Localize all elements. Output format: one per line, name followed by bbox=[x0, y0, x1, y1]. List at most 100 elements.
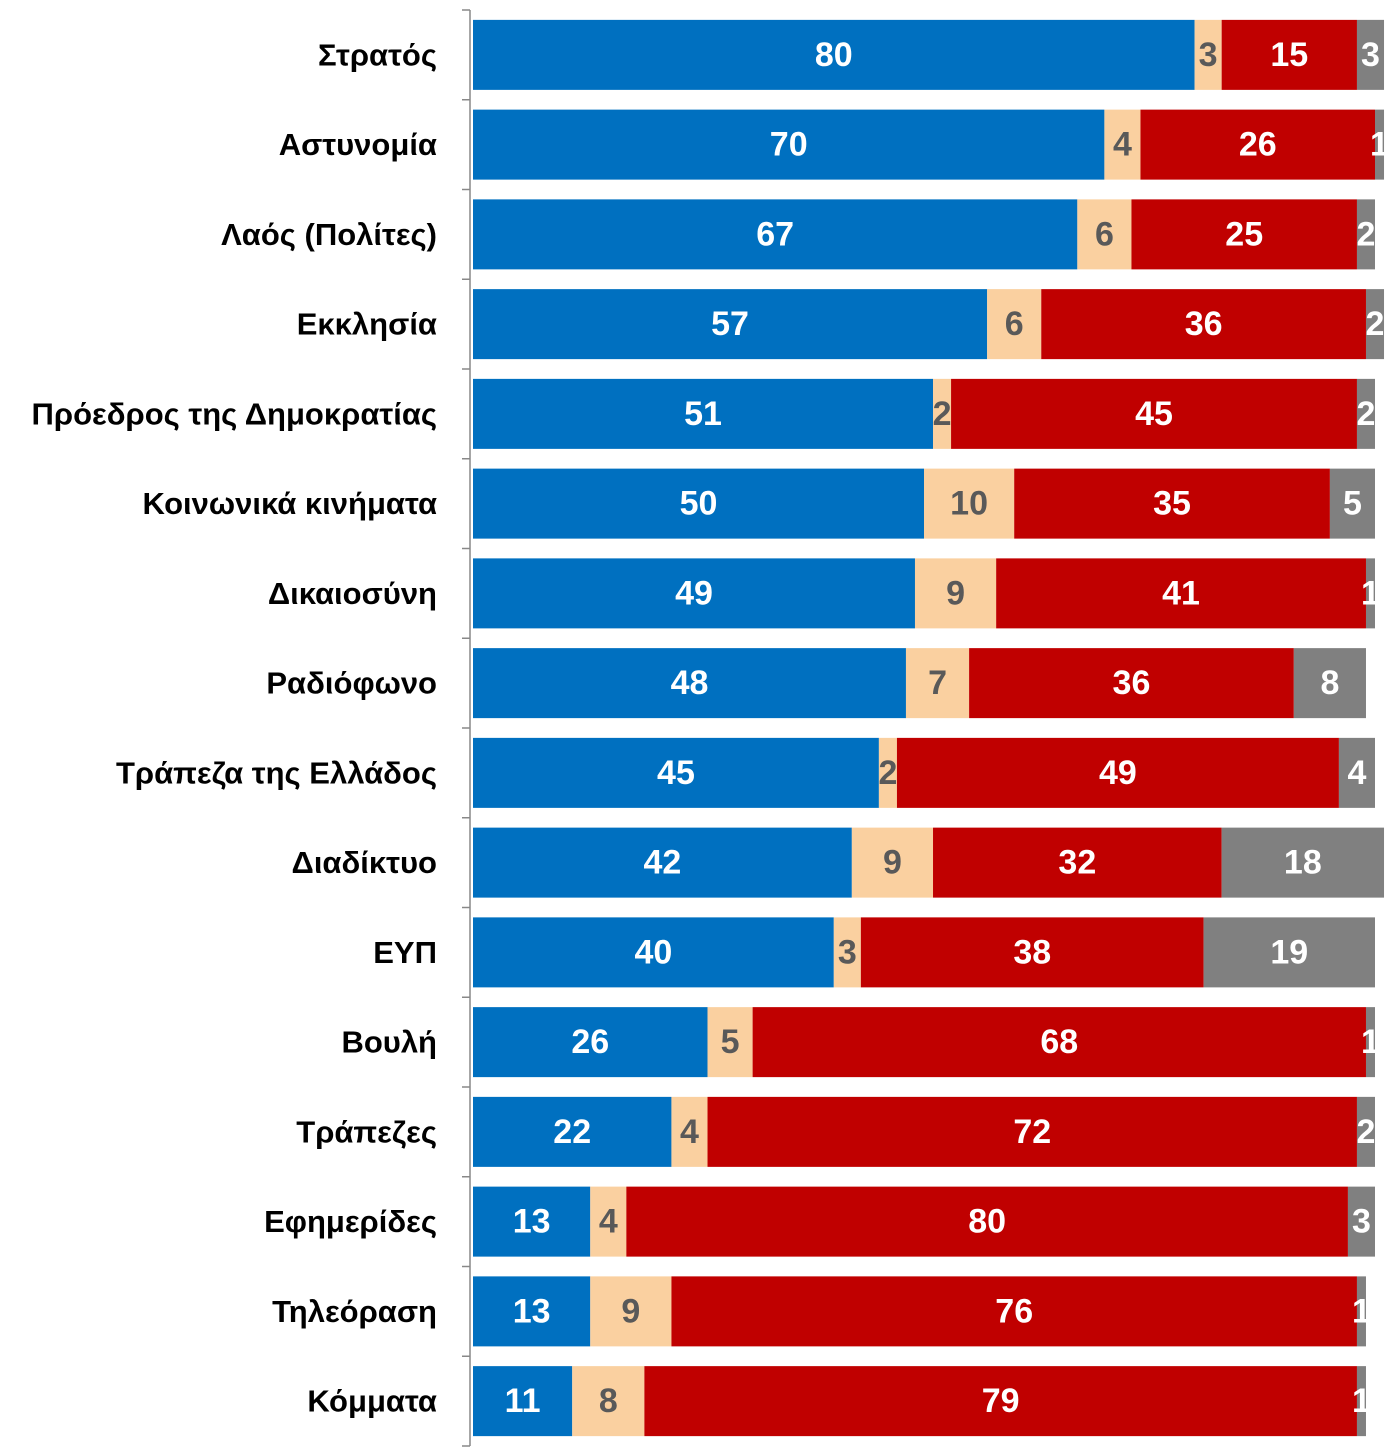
bar-segment-s3 bbox=[933, 827, 1222, 898]
bar-segment-s2 bbox=[914, 558, 997, 629]
data-label: 2 bbox=[1357, 215, 1376, 253]
bar-segment-s1 bbox=[473, 378, 934, 449]
bar-segment-s3 bbox=[951, 378, 1357, 449]
bar-segment-s3 bbox=[896, 737, 1339, 808]
data-label: 2 bbox=[1357, 395, 1376, 433]
data-label: 11 bbox=[505, 1382, 541, 1420]
bar-segment-s1 bbox=[473, 648, 906, 719]
data-label: 9 bbox=[621, 1292, 640, 1330]
data-label: 67 bbox=[756, 215, 794, 253]
data-label: 76 bbox=[995, 1292, 1033, 1330]
bar-segment-s1 bbox=[473, 737, 879, 808]
bar-segment-s1 bbox=[473, 19, 1195, 90]
bar-segment-s2 bbox=[590, 1276, 672, 1347]
category-label: Εκκλησία bbox=[297, 307, 437, 342]
data-label: 4 bbox=[1113, 126, 1132, 164]
data-label: 70 bbox=[770, 126, 808, 164]
data-label: 1 bbox=[1370, 126, 1389, 164]
category-label: Λαός (Πολίτες) bbox=[221, 217, 437, 252]
data-label: 4 bbox=[599, 1203, 618, 1241]
data-label: 79 bbox=[982, 1382, 1020, 1420]
data-label: 13 bbox=[513, 1292, 551, 1330]
data-label: 9 bbox=[883, 844, 902, 882]
data-label: 72 bbox=[1013, 1113, 1051, 1151]
data-label: 49 bbox=[675, 574, 713, 612]
category-label: Τηλεόραση bbox=[272, 1294, 437, 1329]
bar-segment-s3 bbox=[860, 917, 1204, 988]
bar-segment-s3 bbox=[1221, 19, 1357, 90]
bar-segment-s4 bbox=[1365, 1007, 1375, 1078]
category-label: Κοινωνικά κινήματα bbox=[142, 486, 437, 521]
bar-segment-s2 bbox=[590, 1186, 627, 1257]
bar-segment-s2 bbox=[987, 289, 1042, 360]
bar-segment-s1 bbox=[473, 1096, 672, 1167]
bar-segment-s2 bbox=[933, 378, 952, 449]
bar-segment-s2 bbox=[905, 648, 970, 719]
bars: 80 3 15 370 4 26 167 6 25 257 6 36 251 2 45 250 10 35 549 9… bbox=[473, 19, 1389, 1437]
data-label: 80 bbox=[968, 1203, 1006, 1241]
data-label: 36 bbox=[1185, 305, 1223, 343]
bar-segment-s4 bbox=[1365, 558, 1375, 629]
data-label: 8 bbox=[599, 1382, 618, 1420]
bar-segment-s2 bbox=[1077, 199, 1132, 270]
data-label: 2 bbox=[878, 754, 897, 792]
bar-segment-s2 bbox=[851, 827, 934, 898]
bar-segment-s4 bbox=[1329, 468, 1375, 539]
category-label: Κόμματα bbox=[307, 1384, 437, 1419]
data-label: 1 bbox=[1361, 574, 1380, 612]
bar-segment-s1 bbox=[473, 1007, 708, 1078]
data-label: 3 bbox=[1352, 1203, 1371, 1241]
category-label: Πρόεδρος της Δημοκρατίας bbox=[32, 396, 437, 431]
category-label: Στρατός bbox=[318, 37, 437, 72]
bar-segment-s1 bbox=[473, 468, 924, 539]
bar-segment-s3 bbox=[969, 648, 1294, 719]
data-label: 25 bbox=[1225, 215, 1263, 253]
data-label: 26 bbox=[1239, 126, 1277, 164]
bar-segment-s2 bbox=[572, 1366, 645, 1437]
data-label: 5 bbox=[721, 1023, 740, 1061]
bar-segment-s1 bbox=[473, 827, 852, 898]
data-label: 3 bbox=[838, 933, 857, 971]
data-label: 18 bbox=[1284, 844, 1322, 882]
data-label: 35 bbox=[1153, 485, 1191, 523]
category-label: Ραδιόφωνο bbox=[266, 666, 437, 701]
data-label: 32 bbox=[1058, 844, 1096, 882]
bar-segment-s2 bbox=[878, 737, 897, 808]
data-label: 8 bbox=[1320, 664, 1339, 702]
bar-segment-s1 bbox=[473, 1366, 573, 1437]
bar-segment-s4 bbox=[1221, 827, 1385, 898]
bar-segment-s2 bbox=[707, 1007, 753, 1078]
data-label: 19 bbox=[1270, 933, 1308, 971]
data-label: 2 bbox=[1366, 305, 1385, 343]
bar-segment-s2 bbox=[833, 917, 861, 988]
bar-segment-s1 bbox=[473, 1276, 591, 1347]
bar-segment-s4 bbox=[1203, 917, 1375, 988]
bar-segment-s4 bbox=[1347, 1186, 1375, 1257]
bar-segment-s3 bbox=[626, 1186, 1348, 1257]
bar-segment-s4 bbox=[1356, 378, 1375, 449]
data-label: 1 bbox=[1361, 1023, 1380, 1061]
bar-segment-s4 bbox=[1293, 648, 1366, 719]
data-label: 3 bbox=[1199, 36, 1218, 74]
bar-segment-s1 bbox=[473, 199, 1078, 270]
data-label: 26 bbox=[571, 1023, 609, 1061]
category-label: Τράπεζες bbox=[296, 1114, 437, 1149]
category-label: Βουλή bbox=[341, 1025, 437, 1060]
bar-segment-s4 bbox=[1356, 1366, 1366, 1437]
bar-segment-s3 bbox=[752, 1007, 1366, 1078]
data-label: 6 bbox=[1095, 215, 1114, 253]
category-labels: Στρατός Αστυνομία Λαός (Πολίτες) Εκκλησία Πρ… bbox=[32, 37, 437, 1418]
data-label: 40 bbox=[634, 933, 672, 971]
bar-segment-s2 bbox=[671, 1096, 708, 1167]
data-label: 45 bbox=[1135, 395, 1173, 433]
data-label: 51 bbox=[684, 395, 722, 433]
category-label: Δικαιοσύνη bbox=[268, 576, 437, 611]
data-label: 45 bbox=[657, 754, 695, 792]
data-label: 9 bbox=[946, 574, 965, 612]
bar-segment-s4 bbox=[1356, 1096, 1375, 1167]
bar-segment-s4 bbox=[1356, 199, 1375, 270]
bar-segment-s1 bbox=[473, 289, 988, 360]
data-label: 1 bbox=[1352, 1382, 1371, 1420]
data-label: 36 bbox=[1113, 664, 1151, 702]
category-label: ΕΥΠ bbox=[373, 935, 437, 970]
